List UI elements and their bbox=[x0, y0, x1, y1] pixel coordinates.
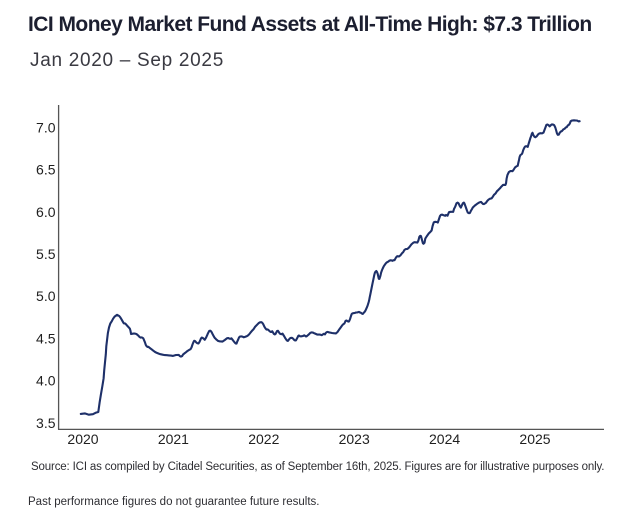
svg-text:6.5: 6.5 bbox=[36, 162, 56, 178]
svg-text:5.0: 5.0 bbox=[36, 288, 56, 304]
svg-text:4.5: 4.5 bbox=[36, 330, 56, 346]
svg-text:5.5: 5.5 bbox=[36, 246, 56, 262]
svg-text:2023: 2023 bbox=[339, 431, 370, 447]
svg-text:2022: 2022 bbox=[248, 431, 279, 447]
svg-text:2025: 2025 bbox=[519, 431, 550, 447]
svg-text:2021: 2021 bbox=[158, 431, 189, 447]
svg-text:2020: 2020 bbox=[67, 431, 98, 447]
svg-text:3.5: 3.5 bbox=[36, 415, 56, 431]
svg-text:6.0: 6.0 bbox=[36, 204, 56, 220]
svg-text:7.0: 7.0 bbox=[36, 119, 56, 135]
svg-text:4.0: 4.0 bbox=[36, 373, 56, 389]
svg-text:2024: 2024 bbox=[429, 431, 460, 447]
